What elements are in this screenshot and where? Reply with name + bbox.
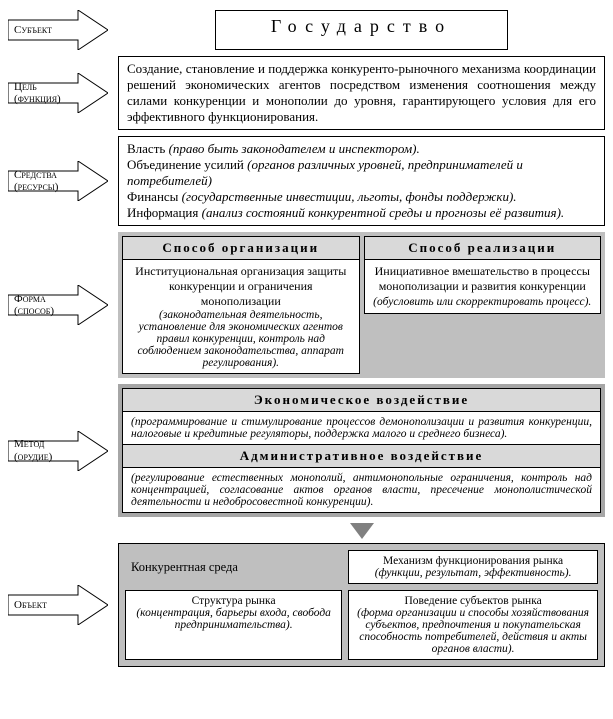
object-br-title: Поведение субъектов рынка bbox=[355, 595, 591, 607]
down-triangle-icon bbox=[350, 523, 374, 539]
method-eco-note: (программирование и стимулирование проце… bbox=[122, 412, 601, 445]
label-goal-text: Цель (функция) bbox=[8, 81, 75, 105]
object-bottom-left: Структура рынка (концентрация, барьеры в… bbox=[125, 590, 342, 660]
label-method-text: Метод (орудие) bbox=[8, 438, 66, 462]
label-object-text: Объект bbox=[8, 599, 61, 611]
object-head-left: Конкурентная среда bbox=[125, 550, 342, 584]
label-object: Объект bbox=[8, 585, 108, 625]
form-left-header: Способ организации bbox=[122, 236, 360, 259]
method-adm-header: Административное воздействие bbox=[122, 445, 601, 468]
means-item: Финансы (государственные инвестиции, льг… bbox=[127, 189, 596, 205]
label-method: Метод (орудие) bbox=[8, 431, 108, 471]
row-form: Форма (способ) Способ организации Инстит… bbox=[8, 232, 605, 378]
means-item: Объединение усилий (органов различных ур… bbox=[127, 157, 596, 189]
object-bl-title: Структура рынка bbox=[132, 595, 335, 607]
title-box: Государство bbox=[215, 10, 507, 50]
row-object: Объект Конкурентная среда Механизм функц… bbox=[8, 543, 605, 667]
form-right-main: Инициативное вмешательство в процессы мо… bbox=[375, 264, 590, 293]
label-means-text: Средства (ресурсы) bbox=[8, 169, 72, 193]
form-left-body: Институциональная организация защиты кон… bbox=[122, 259, 360, 374]
label-goal: Цель (функция) bbox=[8, 73, 108, 113]
form-right-note: (обусло­вить или скорректировать про­цес… bbox=[373, 296, 591, 308]
row-goal: Цель (функция) Создание, становление и п… bbox=[8, 56, 605, 130]
form-left-note: (законодательная деятельность, установле… bbox=[131, 309, 351, 369]
object-head-right: Механизм функционирования рынка (функции… bbox=[348, 550, 598, 584]
goal-box: Создание, становление и поддержка конкур… bbox=[118, 56, 605, 130]
means-item: Власть (право быть законодателем и инспе… bbox=[127, 141, 596, 157]
row-means: Средства (ресурсы) Власть (право быть за… bbox=[8, 136, 605, 226]
method-container: Экономическое воздействие (программирова… bbox=[118, 384, 605, 517]
object-head-right-title: Механизм функционирования рынка bbox=[355, 555, 591, 567]
label-form-text: Форма (способ) bbox=[8, 293, 68, 317]
means-item: Информация (анализ состояний конкурентно… bbox=[127, 205, 596, 221]
label-subject-text: Субъект bbox=[8, 24, 66, 36]
row-subject: Субъект Государство bbox=[8, 10, 605, 50]
method-adm-note: (регулирование естественных монополий, а… bbox=[122, 468, 601, 513]
label-means: Средства (ресурсы) bbox=[8, 161, 108, 201]
means-box: Власть (право быть законодателем и инспе… bbox=[118, 136, 605, 226]
form-left-main: Институциональная организация защиты кон… bbox=[131, 264, 351, 309]
form-right: Способ реализации Инициативное вмешатель… bbox=[364, 236, 602, 374]
form-right-body: Инициативное вмешательство в процессы мо… bbox=[364, 259, 602, 314]
object-bl-note: (концентрация, барьеры входа, свобода пр… bbox=[132, 607, 335, 631]
object-br-note: (форма организации и способы хозяйствова… bbox=[355, 607, 591, 655]
method-eco-header: Экономическое воздействие bbox=[122, 388, 601, 412]
object-container: Конкурентная среда Механизм функциониров… bbox=[118, 543, 605, 667]
form-container: Способ организации Институциональная орг… bbox=[118, 232, 605, 378]
form-right-header: Способ реализации bbox=[364, 236, 602, 259]
row-connector bbox=[8, 523, 605, 541]
label-form: Форма (способ) bbox=[8, 285, 108, 325]
object-head-right-note: (функции, результат, эффективность). bbox=[355, 567, 591, 579]
row-method: Метод (орудие) Экономическое воздействие… bbox=[8, 384, 605, 517]
diagram-root: Субъект Государство Цель (функция) Созда… bbox=[0, 0, 613, 683]
label-subject: Субъект bbox=[8, 10, 108, 50]
object-bottom-right: Поведение субъектов рынка (форма организ… bbox=[348, 590, 598, 660]
form-left: Способ организации Институциональная орг… bbox=[122, 236, 360, 374]
